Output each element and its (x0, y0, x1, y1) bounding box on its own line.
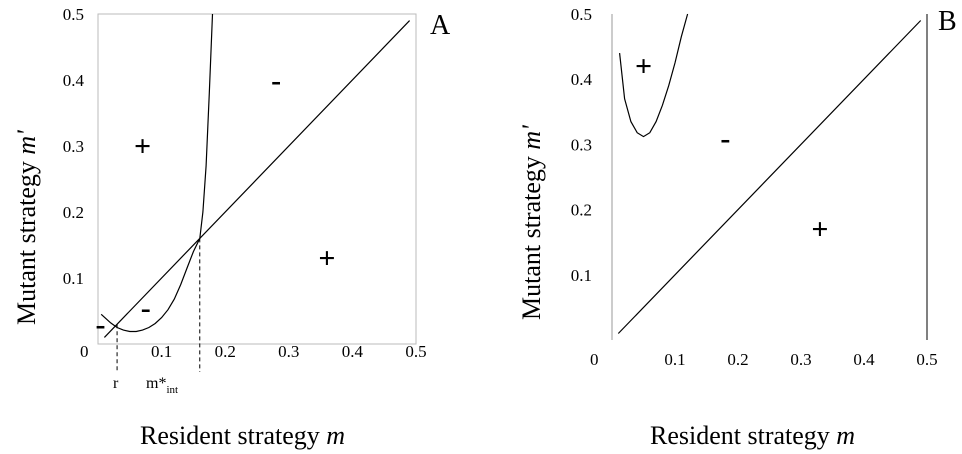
minus-sign: - (271, 64, 281, 97)
panel-b-origin-label: 0 (590, 350, 599, 369)
panel-a-x-label-plain: Resident strategy (140, 421, 326, 450)
panel-b-x-tick-label: 0.2 (727, 350, 748, 369)
plus-sign: + (635, 50, 652, 83)
panel-a-origin-label: 0 (80, 342, 89, 361)
panel-a-lines (100, 13, 411, 338)
minus-sign: - (720, 122, 730, 155)
panel-a-x-tick-label: 0.4 (342, 342, 364, 361)
panel-a: A 0.1 0.2 0.3 0.4 0.5 0.1 0.2 0.3 0.4 0.5 0 + - + -… (12, 5, 451, 450)
panel-b-y-label-plain: Mutant strategy (517, 150, 546, 320)
m-int-sub: int (166, 384, 178, 396)
panel-b-diagonal-line (617, 20, 922, 334)
panel-a-y-tick-label: 0.4 (63, 71, 85, 90)
panel-b-x-tick-label: 0.5 (916, 350, 937, 369)
plus-sign: + (811, 213, 828, 246)
panel-b-x-tick-label: 0.1 (664, 350, 685, 369)
panel-b: B 0.1 0.2 0.3 0.4 0.5 0.1 0.2 0.3 0.4 0.5 0 + -+ … (517, 5, 957, 450)
panel-a-y-label-plain: Mutant strategy (12, 155, 41, 325)
m-int-base: m* (146, 375, 166, 392)
panel-a-x-label-italic: m (326, 421, 345, 450)
panel-a-y-tick-label: 0.2 (63, 203, 84, 222)
panel-a-y-axis-label: Mutant strategy m' (12, 130, 41, 325)
panel-b-y-axis-label: Mutant strategy m' (517, 125, 546, 320)
panel-a-x-tick-label: 0.1 (151, 342, 172, 361)
panel-b-y-label-italic: m' (517, 125, 546, 150)
panel-b-y-tick-label: 0.2 (571, 201, 592, 220)
panel-a-y-ticks: 0.1 0.2 0.3 0.4 0.5 (63, 5, 85, 288)
panel-a-y-tick-label: 0.1 (63, 269, 84, 288)
m-int-label: m*int (146, 375, 178, 396)
panel-a-frame (97, 13, 417, 345)
panel-a-x-tick-label: 0.3 (278, 342, 299, 361)
panel-a-x-tick-label: 0.5 (405, 342, 426, 361)
panel-a-x-ticks: 0.1 0.2 0.3 0.4 0.5 (151, 342, 427, 361)
panel-b-x-label-italic: m (836, 421, 855, 450)
minus-sign: - (141, 292, 151, 325)
panel-a-diagonal-line (103, 20, 411, 338)
panel-a-y-label-italic: m' (12, 130, 41, 155)
panel-b-y-tick-label: 0.5 (571, 5, 592, 24)
panel-b-y-tick-label: 0.1 (571, 266, 592, 285)
panel-a-invasion-curve (100, 13, 214, 333)
panel-b-lines (617, 13, 922, 334)
plus-sign: + (134, 130, 151, 163)
panel-b-x-label-plain: Resident strategy (650, 421, 836, 450)
panel-b-x-ticks: 0.1 0.2 0.3 0.4 0.5 (664, 350, 937, 369)
r-label: r (113, 375, 119, 392)
panel-a-x-tick-label: 0.2 (215, 342, 236, 361)
panel-b-region-signs: + - + (635, 50, 829, 246)
panel-b-invasion-curve (619, 13, 689, 138)
panel-b-y-tick-label: 0.4 (571, 70, 593, 89)
panel-b-y-ticks: 0.1 0.2 0.3 0.4 0.5 (571, 5, 593, 285)
panel-a-reference-lines (116, 238, 201, 372)
panel-a-region-signs: + - + - - (96, 64, 336, 341)
panel-a-letter: A (430, 10, 451, 41)
panel-a-y-tick-label: 0.3 (63, 137, 84, 156)
panel-b-x-tick-label: 0.4 (853, 350, 875, 369)
minus-sign: - (96, 308, 106, 341)
panel-b-y-tick-label: 0.3 (571, 135, 592, 154)
panel-b-x-tick-label: 0.3 (790, 350, 811, 369)
plus-sign: + (318, 242, 335, 275)
panel-a-y-tick-label: 0.5 (63, 5, 84, 24)
panel-b-x-axis-label: Resident strategy m (650, 421, 855, 450)
panel-a-x-axis-label: Resident strategy m (140, 421, 345, 450)
panel-b-letter: B (938, 6, 957, 37)
